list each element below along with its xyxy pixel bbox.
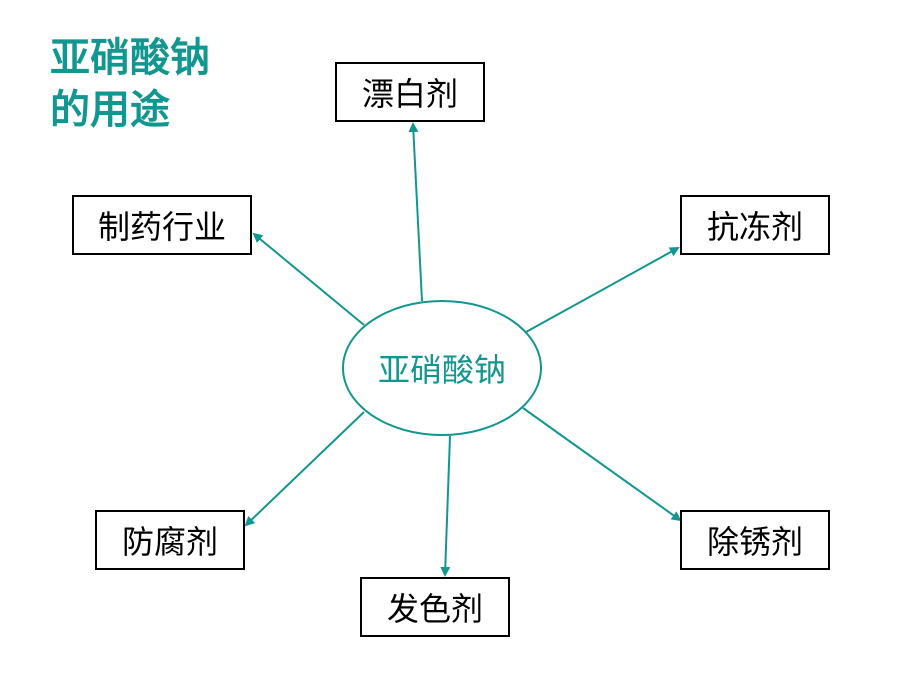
title-line-1: 亚硝酸钠 xyxy=(50,32,210,84)
edge-arrow xyxy=(413,124,422,301)
node-preserv: 防腐剂 xyxy=(95,510,245,570)
page-title: 亚硝酸钠 的用途 xyxy=(50,32,210,136)
center-node: 亚硝酸钠 xyxy=(342,300,542,436)
node-label: 漂白剂 xyxy=(362,69,458,115)
edge-arrow xyxy=(445,436,450,575)
node-rust: 除锈剂 xyxy=(680,510,830,570)
node-color: 发色剂 xyxy=(360,577,510,637)
node-pharma: 制药行业 xyxy=(72,195,252,255)
node-antifreeze: 抗冻剂 xyxy=(680,195,830,255)
edge-arrow xyxy=(526,248,678,332)
node-label: 制药行业 xyxy=(98,202,226,248)
edge-arrow xyxy=(246,412,364,525)
edge-arrow xyxy=(523,408,680,520)
center-label: 亚硝酸钠 xyxy=(378,345,506,391)
node-label: 发色剂 xyxy=(387,584,483,630)
node-label: 除锈剂 xyxy=(707,517,803,563)
node-label: 抗冻剂 xyxy=(707,202,803,248)
edge-arrow xyxy=(254,234,364,325)
node-bleach: 漂白剂 xyxy=(335,62,485,122)
node-label: 防腐剂 xyxy=(122,517,218,563)
title-line-2: 的用途 xyxy=(50,84,210,136)
